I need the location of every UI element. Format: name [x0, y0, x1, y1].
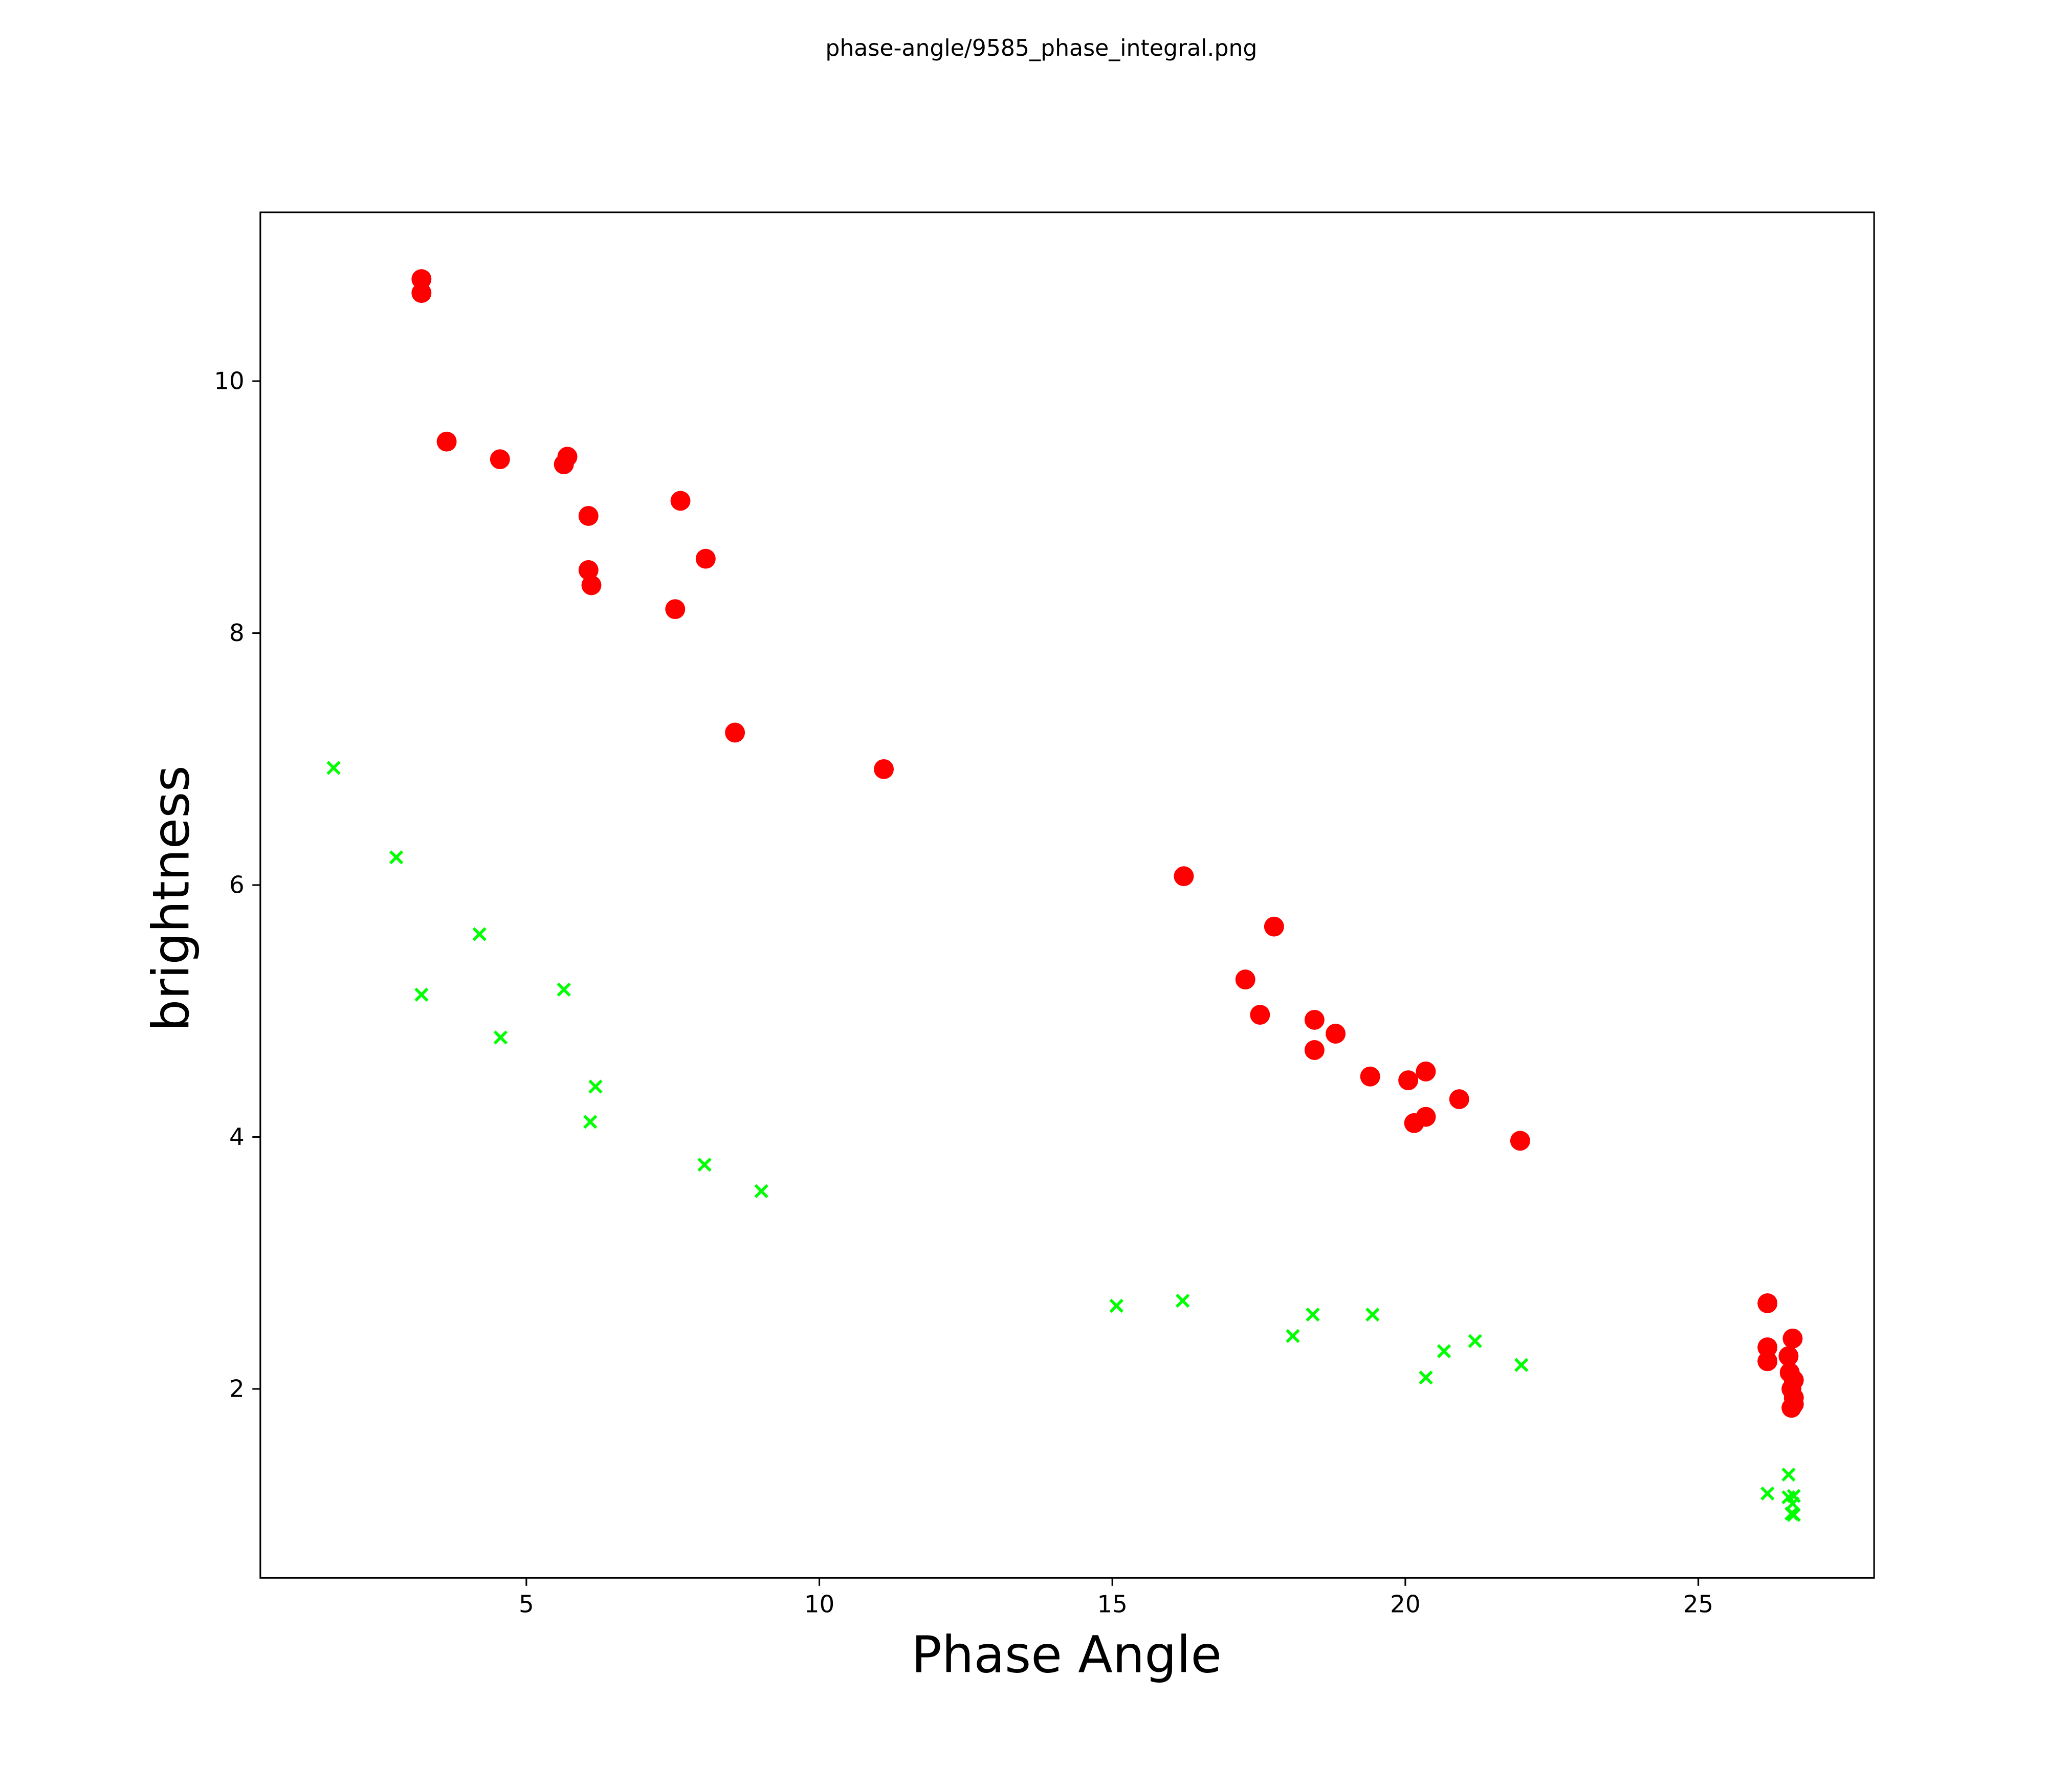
data-point-observed — [1398, 1070, 1419, 1091]
data-point-model — [1306, 1307, 1320, 1322]
data-point-model — [697, 1157, 712, 1172]
y-tick-label: 8 — [229, 620, 245, 647]
data-point-observed — [1416, 1061, 1436, 1082]
data-point-observed — [1360, 1066, 1380, 1087]
x-tick-label: 10 — [804, 1591, 834, 1619]
x-axis-label: Phase Angle — [911, 1625, 1222, 1684]
data-point-model — [1468, 1334, 1482, 1349]
y-tick-label: 6 — [229, 872, 245, 899]
data-point-observed — [670, 491, 691, 511]
y-axis: 2 4 6 8 10 — [214, 368, 260, 1403]
x-axis: 5 10 15 20 25 — [519, 1578, 1713, 1619]
data-point-observed — [578, 560, 599, 580]
data-point-model — [1175, 1293, 1190, 1308]
x-tick-label: 20 — [1390, 1591, 1420, 1619]
x-tick-label: 15 — [1097, 1591, 1127, 1619]
data-point-observed — [1304, 1040, 1325, 1060]
y-tick-label: 4 — [229, 1123, 245, 1151]
data-point-observed — [1250, 1005, 1270, 1025]
y-tick-label: 2 — [229, 1375, 245, 1403]
data-point-model — [326, 761, 341, 775]
data-point-observed — [1326, 1024, 1346, 1044]
data-point-observed — [1264, 916, 1284, 937]
data-point-observed — [1757, 1337, 1778, 1358]
data-point-model — [1437, 1344, 1451, 1358]
data-point-observed — [695, 548, 716, 569]
data-point-observed — [411, 269, 432, 289]
data-point-observed — [1416, 1107, 1436, 1127]
data-point-observed — [725, 722, 745, 743]
data-point-observed — [490, 449, 510, 470]
data-point-model — [588, 1079, 603, 1094]
data-point-model — [472, 927, 487, 941]
data-point-model — [557, 982, 571, 997]
data-point-model — [414, 987, 429, 1002]
data-point-observed — [1449, 1089, 1469, 1110]
data-point-observed — [1235, 969, 1255, 990]
data-point-observed — [665, 599, 686, 620]
data-point-model — [1787, 1508, 1801, 1522]
data-point-model — [1286, 1329, 1300, 1343]
data-point-model — [583, 1115, 598, 1129]
data-point-observed — [1757, 1351, 1778, 1372]
x-tick-label: 25 — [1683, 1591, 1713, 1619]
chart-title: phase-angle/9585_phase_integral.png — [825, 35, 1257, 61]
data-point-model — [1781, 1467, 1796, 1482]
y-tick-label: 10 — [214, 368, 244, 395]
data-point-model — [1760, 1486, 1775, 1501]
data-point-observed — [436, 431, 457, 452]
data-point-observed — [1781, 1398, 1802, 1418]
data-point-observed — [557, 447, 578, 467]
data-point-observed — [1510, 1131, 1530, 1151]
y-axis-label: brightness — [142, 765, 201, 1031]
data-point-model — [493, 1030, 508, 1045]
data-point-observed — [1174, 866, 1194, 887]
data-point-model — [1419, 1371, 1433, 1385]
data-point-observed — [874, 759, 894, 779]
data-point-observed — [1782, 1328, 1803, 1349]
data-point-observed — [1304, 1009, 1325, 1030]
data-point-model — [1109, 1298, 1123, 1313]
data-point-model — [1365, 1307, 1380, 1322]
data-point-observed — [411, 283, 432, 303]
data-point-model — [754, 1184, 768, 1198]
data-point-observed — [581, 575, 602, 595]
data-point-observed — [1757, 1293, 1778, 1313]
data-point-observed — [1778, 1346, 1799, 1366]
data-point-model — [1514, 1358, 1529, 1372]
data-point-model — [389, 850, 404, 865]
plot-marks — [326, 269, 1804, 1522]
x-tick-label: 5 — [519, 1591, 534, 1619]
data-point-observed — [578, 506, 599, 526]
axes-frame — [259, 211, 1875, 1579]
